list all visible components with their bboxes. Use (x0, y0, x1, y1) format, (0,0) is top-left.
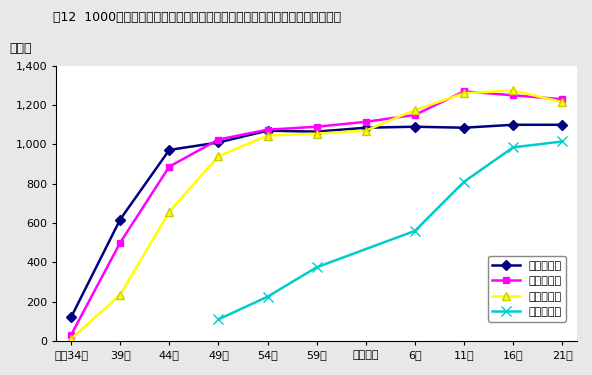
電気掃除機 (362, 128, 369, 133)
電子レンジ (215, 317, 222, 322)
電気洗濯機 (67, 315, 75, 320)
電気洗濯機 (461, 126, 468, 130)
電気冷蔵庫 (559, 97, 566, 102)
電気洗濯機 (264, 128, 271, 133)
電気掃除機 (411, 108, 419, 112)
電気洗濯機 (215, 140, 222, 145)
電気掃除機 (215, 154, 222, 159)
Line: 電気掃除機: 電気掃除機 (67, 86, 567, 343)
電気洗濯機 (362, 126, 369, 130)
電気冷蔵庫 (510, 93, 517, 98)
電気洗濯機 (510, 123, 517, 127)
電気洗濯機 (559, 123, 566, 127)
電気冷蔵庫 (362, 120, 369, 124)
電子レンジ (313, 265, 320, 270)
電気冷蔵庫 (166, 164, 173, 169)
電子レンジ (510, 145, 517, 150)
電気冷蔵庫 (117, 240, 124, 245)
電子レンジ (411, 229, 419, 233)
電子レンジ (264, 294, 271, 299)
電気洗濯機 (117, 217, 124, 222)
電気洗濯機 (411, 124, 419, 129)
電気冷蔵庫 (313, 124, 320, 129)
電子レンジ (559, 139, 566, 144)
電気洗濯機 (166, 148, 173, 152)
電気掃除機 (313, 131, 320, 136)
電子レンジ (461, 180, 468, 184)
電気掃除機 (264, 134, 271, 138)
Line: 電気洗濯機: 電気洗濯機 (67, 121, 566, 321)
電気掃除機 (461, 91, 468, 96)
電気掃除機 (559, 100, 566, 104)
電気掃除機 (166, 210, 173, 214)
電気洗濯機 (313, 129, 320, 134)
Text: 図12  1000世帯当たり家事用耐久消費財の所有数量の推移（二人以上の世帯）: 図12 1000世帯当たり家事用耐久消費財の所有数量の推移（二人以上の世帯） (53, 11, 342, 24)
電気冷蔵庫 (411, 113, 419, 117)
Legend: 電気洗濯機, 電気冷蔵庫, 電気掃除機, 電子レンジ: 電気洗濯機, 電気冷蔵庫, 電気掃除機, 電子レンジ (488, 256, 566, 322)
電気冷蔵庫 (461, 89, 468, 94)
電気冷蔵庫 (264, 128, 271, 132)
電気掃除機 (117, 292, 124, 297)
Line: 電子レンジ: 電子レンジ (214, 136, 567, 324)
Line: 電気冷蔵庫: 電気冷蔵庫 (67, 88, 566, 339)
Text: （台）: （台） (9, 42, 32, 55)
電気掃除機 (510, 88, 517, 93)
電気冷蔵庫 (215, 137, 222, 142)
電気掃除機 (67, 337, 75, 341)
電気冷蔵庫 (67, 333, 75, 338)
